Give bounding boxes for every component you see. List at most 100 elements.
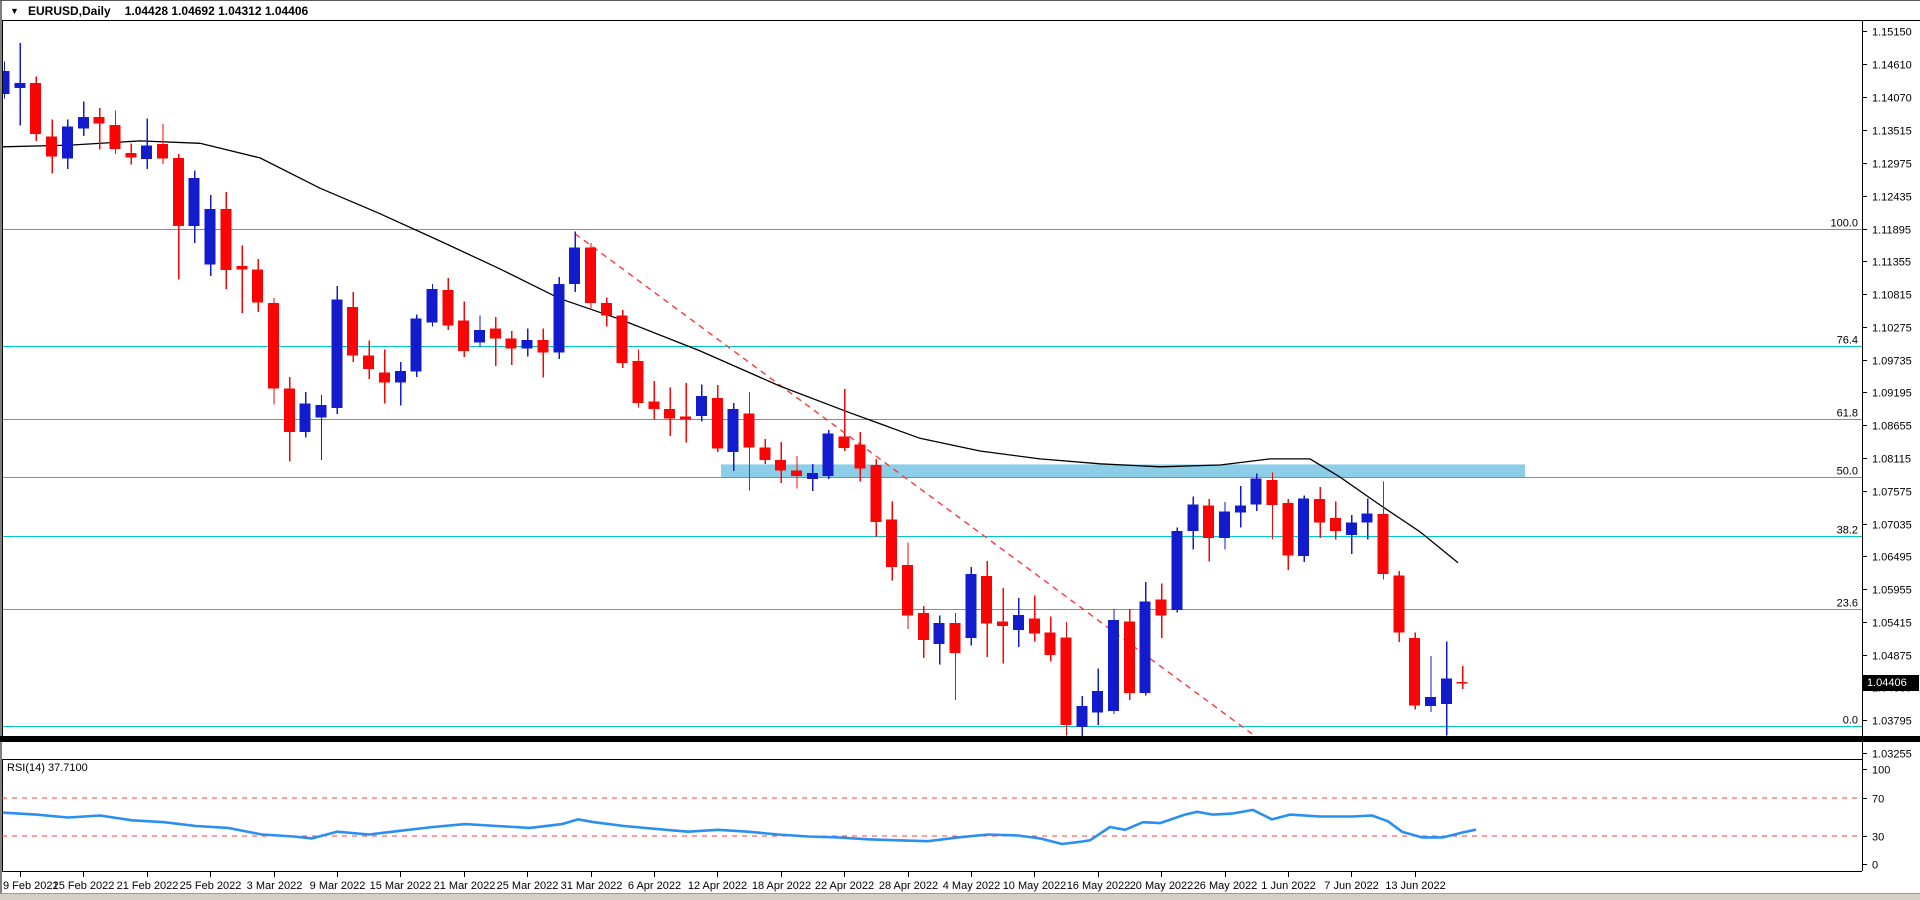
candle (600, 297, 612, 327)
date-label: 25 Mar 2022 (497, 880, 559, 892)
candle (1282, 498, 1294, 570)
date-label: 9 Feb 2022 (3, 880, 59, 892)
rsi-axis-label: 100 (1872, 765, 1890, 777)
candle (822, 429, 834, 479)
price-axis-label: 1.15150 (1872, 27, 1912, 39)
candle (14, 43, 26, 126)
candle (394, 361, 406, 406)
candle (458, 301, 470, 357)
candle (1440, 641, 1452, 736)
price-axis-label: 1.06495 (1872, 552, 1912, 564)
descending-trendline (574, 233, 1253, 735)
window-bottom-strip (0, 893, 1920, 900)
candle (1456, 665, 1468, 689)
rsi-indicator-label: RSI(14) 37.7100 (7, 762, 88, 774)
symbol-dropdown-icon[interactable]: ▼ (10, 6, 19, 16)
candle (125, 143, 137, 165)
time-axis[interactable] (0, 871, 1920, 893)
date-label: 18 Apr 2022 (752, 880, 811, 892)
candle (648, 381, 660, 420)
moving-average-line (3, 140, 1459, 564)
candle (1345, 514, 1357, 555)
candle (1218, 502, 1230, 550)
candle (1123, 608, 1135, 700)
candle (949, 613, 961, 700)
candle (1108, 608, 1119, 714)
fib-level-label: 23.6 (1837, 598, 1858, 610)
date-label: 6 Apr 2022 (628, 880, 681, 892)
candle (204, 194, 216, 277)
window-left-border (0, 1, 2, 900)
ohlc-values: 1.04428 1.04692 1.04312 1.04406 (124, 4, 309, 18)
price-axis-label: 1.09735 (1872, 356, 1912, 368)
candle (1060, 622, 1072, 736)
price-axis-label: 1.11355 (1872, 257, 1911, 269)
price-axis-label: 1.10815 (1872, 290, 1912, 302)
candle (1012, 597, 1024, 648)
candle (917, 605, 929, 659)
candle (711, 384, 723, 453)
fib-level-label: 38.2 (1837, 525, 1858, 537)
candle (1092, 668, 1104, 725)
candle (315, 395, 327, 461)
candle (157, 123, 168, 164)
candle (680, 383, 692, 443)
candle (109, 110, 121, 155)
candle (632, 349, 644, 408)
candle (46, 119, 58, 174)
candle (886, 501, 898, 581)
candle (1203, 498, 1215, 562)
candle (584, 242, 596, 309)
candle (1393, 571, 1405, 643)
date-label: 16 May 2022 (1067, 880, 1131, 892)
candle (901, 542, 913, 629)
candle (1266, 472, 1278, 540)
price-axis-label: 1.11895 (1872, 225, 1911, 237)
date-label: 21 Feb 2022 (117, 880, 179, 892)
date-label: 28 Apr 2022 (879, 880, 938, 892)
candle (347, 292, 359, 362)
pane-separator[interactable] (0, 736, 1920, 758)
candle (1155, 583, 1167, 638)
date-label: 13 Jun 2022 (1385, 880, 1446, 892)
candle (569, 231, 581, 293)
rsi-axis-label: 70 (1872, 794, 1884, 806)
main-chart-pane[interactable] (2, 21, 1862, 736)
candle (141, 118, 153, 169)
candle (236, 245, 248, 314)
price-axis-label: 1.03795 (1872, 716, 1912, 728)
candle (505, 330, 517, 365)
candle (521, 328, 533, 357)
candle (299, 392, 311, 438)
candle (30, 76, 42, 141)
candle (854, 432, 866, 482)
candle (363, 340, 375, 379)
date-label: 4 May 2022 (943, 880, 1000, 892)
rsi-line (3, 808, 1477, 846)
candle (759, 438, 771, 464)
candle (1044, 616, 1056, 662)
date-label: 12 Apr 2022 (688, 880, 747, 892)
candle (553, 276, 565, 359)
candle (838, 389, 850, 452)
candle (981, 560, 993, 657)
candle (1314, 486, 1326, 538)
rsi-pane[interactable] (2, 759, 1862, 871)
candle (727, 403, 739, 472)
candle (965, 566, 977, 646)
candle (664, 387, 676, 436)
candle (791, 455, 802, 489)
candle (331, 285, 343, 415)
price-axis-label: 1.14070 (1872, 93, 1912, 105)
price-axis-label: 1.12435 (1872, 192, 1912, 204)
candle (997, 588, 1009, 664)
current-price-tag: 1.04406 (1863, 675, 1919, 691)
candle (1187, 496, 1199, 550)
candle (1298, 495, 1310, 563)
price-axis-label: 1.05955 (1872, 585, 1912, 597)
candle (410, 314, 422, 377)
candle (1234, 486, 1246, 528)
candle (252, 259, 264, 313)
date-label: 20 May 2022 (1130, 880, 1194, 892)
